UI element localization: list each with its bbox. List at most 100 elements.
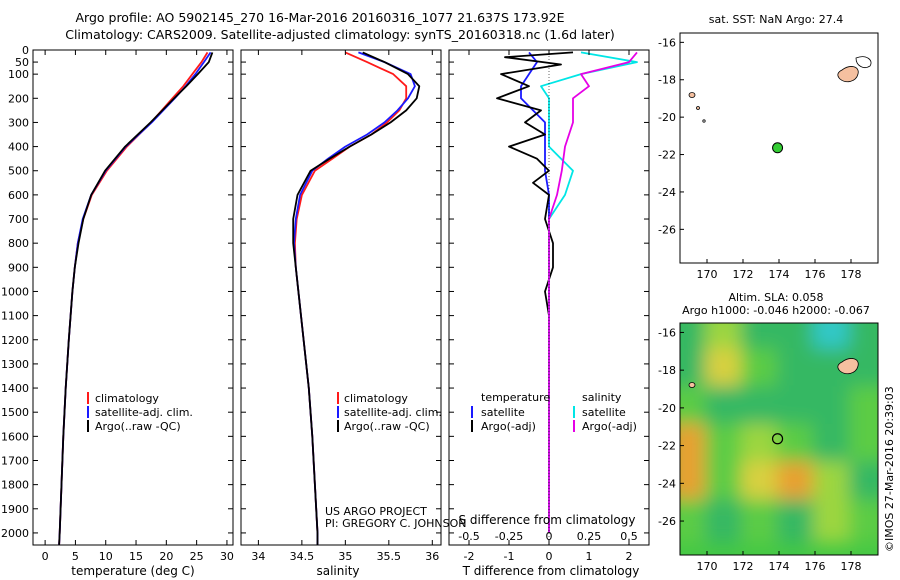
x-tick-label: 0 xyxy=(546,550,553,563)
map-x-tick-label: 172 xyxy=(733,560,754,573)
y-tick-label: 100 xyxy=(8,68,29,81)
sla-cell xyxy=(741,423,781,468)
series-line-climatology xyxy=(293,51,408,545)
series-line-climatology xyxy=(58,51,209,546)
axes-group: 0 5 10 15 20 25 300501002003004005006007008009… xyxy=(1,44,649,563)
x-tick-label-salinity: 0.25 xyxy=(577,530,602,543)
x-tick-label: 1 xyxy=(586,550,593,563)
x-tick-label: 10 xyxy=(99,550,113,563)
difference-legend: temperature salinity satellite Argo(-adj… xyxy=(471,391,637,433)
sla-heatmap-cells xyxy=(680,323,878,544)
sla-cell xyxy=(777,461,817,506)
legend-title-temperature: temperature xyxy=(481,391,550,404)
temperature-panel-frame xyxy=(32,49,234,546)
map-y-tick-label: -16 xyxy=(658,326,676,339)
x-tick-label: 35.5 xyxy=(377,550,402,563)
difference-x-label: T difference from climatology xyxy=(462,564,640,578)
sla-cell xyxy=(813,423,853,468)
y-tick-label: 1400 xyxy=(1,382,29,395)
map-y-tick-label: -22 xyxy=(658,440,676,453)
x-tick-label: -1 xyxy=(504,550,515,563)
temperature-x-label: temperature (deg C) xyxy=(71,564,194,578)
salinity-panel-frame xyxy=(240,49,442,546)
map-y-tick-label: -24 xyxy=(658,186,676,199)
legend-label-climatology: climatology xyxy=(95,392,159,405)
sla-cell xyxy=(680,423,709,468)
map-x-tick-label: 176 xyxy=(805,268,826,281)
map-y-tick-label: -26 xyxy=(658,223,676,236)
legend-label-satellite: satellite-adj. clim. xyxy=(344,406,442,419)
map-y-tick-label: -16 xyxy=(658,36,676,49)
islet xyxy=(702,119,706,123)
fiji-island xyxy=(837,66,859,83)
x-tick-label: 0 xyxy=(42,550,49,563)
sst-map-land xyxy=(688,56,872,123)
sla-map-title-line1: Altim. SLA: 0.058 xyxy=(728,291,823,304)
salinity-x-label: salinity xyxy=(316,564,359,578)
sla-cell xyxy=(680,499,709,544)
series-line-satellite xyxy=(540,51,638,533)
map-y-tick-label: -24 xyxy=(658,477,676,490)
salinity-legend: climatology satellite-adj. clim. Argo(..… xyxy=(337,392,442,433)
y-tick-label: 700 xyxy=(8,213,29,226)
x-tick-label: 15 xyxy=(129,550,143,563)
sla-cell xyxy=(849,461,878,506)
x-tick-label: 20 xyxy=(159,550,173,563)
sla-map-land xyxy=(688,358,859,388)
x-tick-label: 2 xyxy=(626,550,633,563)
sla-cell xyxy=(813,461,853,506)
sla-cell xyxy=(849,385,878,430)
y-tick-label: 0 xyxy=(22,44,29,57)
x-tick-label: 34 xyxy=(251,550,265,563)
map-x-tick-label: 178 xyxy=(841,268,862,281)
series-line-argo-adj- xyxy=(496,51,574,533)
fiji-island-2 xyxy=(855,56,872,68)
sla-cell xyxy=(705,423,745,468)
sla-cell xyxy=(777,323,817,355)
y-tick-label: 1300 xyxy=(1,358,29,371)
legend-label-s-satellite: satellite xyxy=(582,406,626,419)
figure-title-line1: Argo profile: AO 5902145_270 16-Mar-2016… xyxy=(75,10,564,25)
map-y-tick-label: -22 xyxy=(658,149,676,162)
float-position-marker xyxy=(772,142,784,154)
map-x-tick-label: 176 xyxy=(805,560,826,573)
sst-map-axes: 170 172 174 176 178 -16 -18 -20 -22 -24 -26 xyxy=(658,36,861,281)
y-tick-label: 1800 xyxy=(1,479,29,492)
y-tick-label: 1500 xyxy=(1,406,29,419)
fiji-island xyxy=(837,358,859,375)
x-tick-label: -2 xyxy=(464,550,475,563)
y-tick-label: 1100 xyxy=(1,310,29,323)
y-tick-label: 500 xyxy=(8,165,29,178)
sla-cell xyxy=(741,348,781,393)
series-line-argo-raw-qc- xyxy=(58,52,214,546)
y-tick-label: 2000 xyxy=(1,527,29,540)
legend-label-s-argo: Argo(-adj) xyxy=(582,420,637,433)
x-tick-label: 5 xyxy=(72,550,79,563)
y-tick-label: 600 xyxy=(8,189,29,202)
figure-title-line2: Climatology: CARS2009. Satellite-adjuste… xyxy=(65,27,615,42)
salinity-series-group xyxy=(292,51,421,545)
series-line-argo-adj- xyxy=(548,51,638,533)
islet xyxy=(688,382,696,388)
x-tick-label-salinity: -0.25 xyxy=(495,530,523,543)
legend-label-argo: Argo(..raw -QC) xyxy=(95,420,181,433)
y-tick-label: 1600 xyxy=(1,430,29,443)
legend-title-salinity: salinity xyxy=(582,391,622,404)
sla-cell xyxy=(813,323,853,355)
map-y-tick-label: -26 xyxy=(658,515,676,528)
y-tick-label: 1900 xyxy=(1,503,29,516)
x-tick-label-salinity: -0.5 xyxy=(458,530,479,543)
islet xyxy=(696,106,700,110)
y-tick-label: 900 xyxy=(8,261,29,274)
sla-cell xyxy=(777,385,817,430)
x-tick-label: 36 xyxy=(425,550,439,563)
difference-x-label-top: S difference from climatology xyxy=(459,513,636,527)
temperature-series-group xyxy=(58,51,214,546)
legend-label-t-argo: Argo(-adj) xyxy=(481,420,536,433)
y-tick-label: 200 xyxy=(8,92,29,105)
map-y-tick-label: -18 xyxy=(658,74,676,87)
difference-series-group xyxy=(496,51,638,533)
project-credit: US ARGO PROJECT xyxy=(325,505,427,518)
sla-cell xyxy=(813,385,853,430)
